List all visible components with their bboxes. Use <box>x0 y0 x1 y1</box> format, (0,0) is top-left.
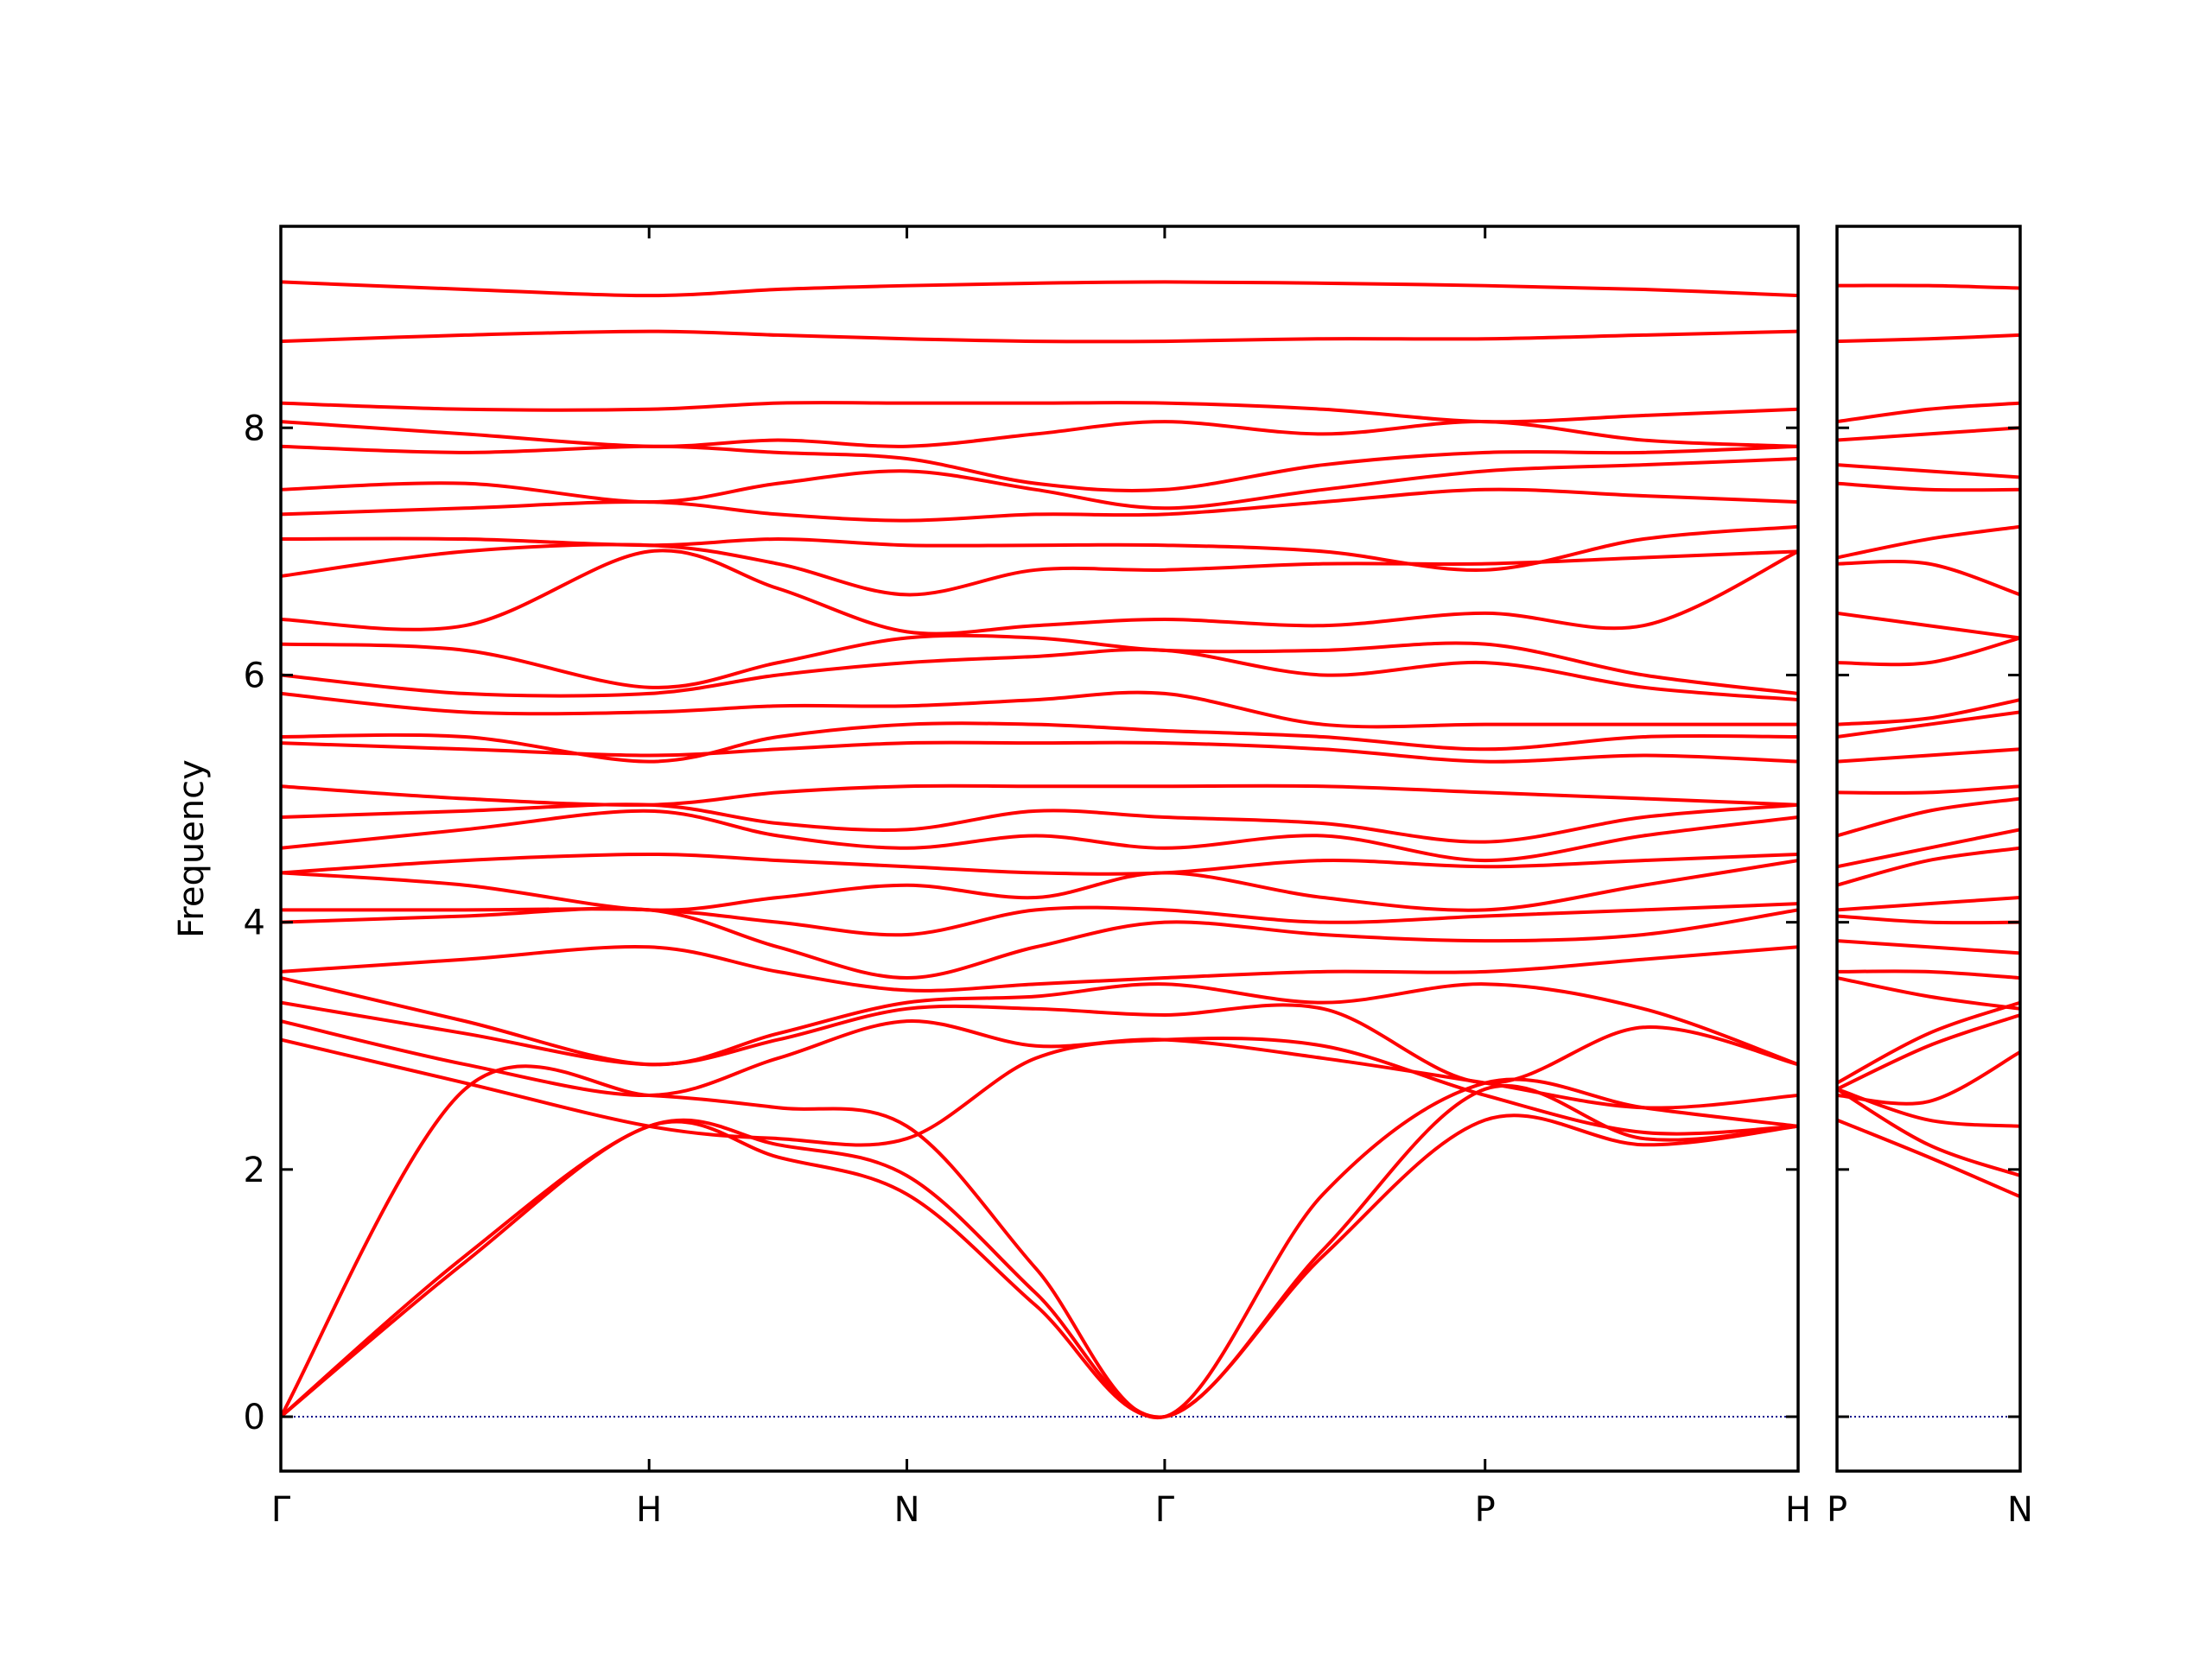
band-line <box>1837 463 2020 479</box>
band-line <box>1837 611 2020 640</box>
band-line <box>281 542 1798 597</box>
band-line <box>1837 401 2020 424</box>
band-line <box>281 457 1798 511</box>
band-line <box>1837 636 2020 667</box>
band-line <box>281 633 1798 695</box>
band-line <box>281 802 1798 844</box>
band-line <box>1837 710 2020 739</box>
band-line <box>281 944 1798 993</box>
band-line <box>281 721 1798 764</box>
band-line <box>1837 524 2020 560</box>
x-tick-label: H <box>1785 1490 1811 1530</box>
x-tick-label: Γ <box>271 1490 291 1530</box>
plot-area <box>281 280 1798 1420</box>
y-tick-label: 6 <box>244 656 265 695</box>
plot-area <box>1837 283 2020 1418</box>
y-tick-label: 4 <box>244 904 265 943</box>
band-line <box>281 1064 1798 1420</box>
band-line <box>1837 969 2020 980</box>
band-line <box>281 740 1798 764</box>
band-line <box>281 444 1798 493</box>
x-tick-label: H <box>636 1490 662 1530</box>
band-line <box>1837 481 2020 492</box>
band-line <box>281 902 1798 937</box>
band-line <box>1837 828 2020 869</box>
band-line <box>1837 1013 2020 1091</box>
band-line <box>281 647 1798 702</box>
band-line <box>1837 333 2020 344</box>
band-line <box>281 1083 1798 1419</box>
axes-frame <box>279 225 1800 1473</box>
band-line <box>281 1113 1798 1419</box>
band-line <box>281 524 1798 573</box>
band-line <box>281 549 1798 636</box>
band-line <box>281 1019 1798 1110</box>
band-line <box>1837 914 2020 925</box>
band-line <box>1837 976 2020 1011</box>
band-line <box>281 809 1798 863</box>
band-line <box>281 690 1798 729</box>
band-line <box>1837 698 2020 726</box>
band-line <box>1837 560 2020 597</box>
band-line <box>281 852 1798 876</box>
band-line <box>281 783 1798 807</box>
y-axis-label: Frequency <box>172 759 212 938</box>
band-line <box>1837 939 2020 955</box>
band-line <box>281 401 1798 424</box>
band-line <box>1837 1050 2020 1106</box>
band-line <box>1837 796 2020 838</box>
band-line <box>281 1036 1798 1147</box>
x-tick-label: P <box>1475 1490 1496 1530</box>
band-line <box>1837 896 2020 912</box>
band-line <box>281 1000 1798 1085</box>
y-tick-label: 8 <box>244 409 265 448</box>
band-line <box>281 329 1798 344</box>
x-tick-label: N <box>2007 1490 2033 1530</box>
band-line <box>1837 846 2020 887</box>
band-line <box>1837 426 2020 442</box>
y-tick-label: 0 <box>244 1398 265 1437</box>
band-line <box>281 420 1798 448</box>
band-line <box>1837 283 2020 290</box>
x-tick-label: N <box>894 1490 920 1530</box>
axes-frame <box>1835 225 2022 1473</box>
band-line <box>1837 1118 2020 1199</box>
x-tick-label: P <box>1827 1490 1847 1530</box>
band-line <box>1837 1000 2020 1085</box>
band-line <box>281 280 1798 298</box>
band-line <box>1837 784 2020 795</box>
band-line <box>281 976 1798 1067</box>
band-line <box>281 859 1798 912</box>
y-tick-label: 2 <box>244 1151 265 1190</box>
band-line <box>1837 1088 2020 1177</box>
band-line <box>281 487 1798 523</box>
band-line <box>1837 747 2020 764</box>
x-tick-label: Γ <box>1155 1490 1175 1530</box>
